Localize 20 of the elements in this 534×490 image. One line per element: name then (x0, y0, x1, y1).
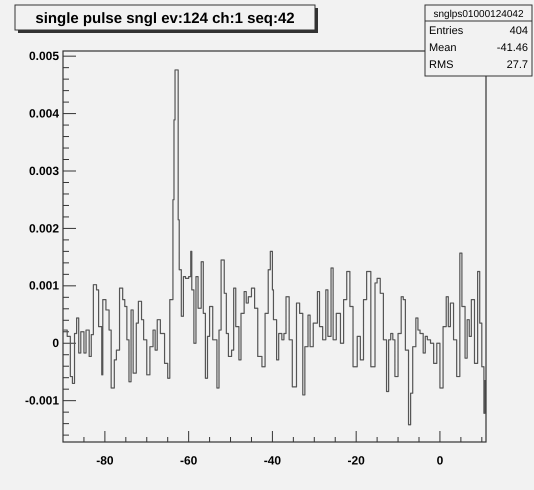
x-tick-label: -80 (96, 454, 114, 468)
text: 404 (510, 25, 528, 37)
y-tick-label: 0.001 (28, 278, 60, 293)
text: Entries (429, 25, 464, 37)
x-tick-label: -40 (264, 454, 282, 468)
y-tick-label: 0.005 (28, 49, 60, 64)
chart-title: single pulse sngl ev:124 ch:1 seq:42 (35, 10, 295, 27)
text: 27.7 (506, 59, 528, 71)
x-tick-label: -20 (347, 454, 366, 468)
annotation: Mean (429, 42, 457, 54)
y-tick-label: -0.001 (24, 394, 60, 408)
y-tick-label: 0 (52, 336, 60, 350)
annotation: RMS (429, 59, 454, 71)
x-tick-label: 0 (436, 454, 444, 468)
y-tick-label: 0.002 (28, 221, 60, 236)
y-tick-label: 0.003 (28, 164, 60, 178)
y-tick-label: 0.004 (28, 106, 60, 120)
text: snglps01000124042 (433, 9, 524, 20)
x-tick-label: -60 (180, 454, 198, 468)
text: -41.46 (496, 42, 528, 54)
